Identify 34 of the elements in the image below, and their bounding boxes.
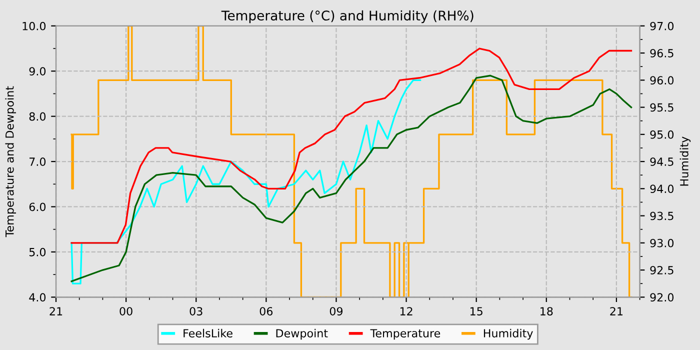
x-tick-label: 03 [190,307,202,316]
legend-label: Temperature [370,329,440,340]
x-tick-label: 15 [470,307,482,316]
x-tick-label: 21 [50,307,62,316]
x-tick-label: 12 [400,307,412,316]
x-tick-label: 18 [540,307,553,316]
y-tick-label: 9.0 [29,67,46,76]
y-tick-label: 8.0 [29,112,46,121]
legend-label: FeelsLike [184,328,232,338]
x-tick-label: 00 [120,307,132,316]
y-tick-label: 10.0 [22,22,46,30]
y2-tick-label: 94.0 [650,184,674,194]
x-tick-label: 21 [610,307,622,316]
y2-tick-label: 96.0 [650,76,674,85]
y-tick-label: 6.0 [29,202,46,212]
y2-tick-label: 96.5 [650,49,674,58]
y2-axis-title: Humidity [680,136,691,186]
y2-tick-label: 95.5 [650,103,674,112]
x-tick-label: 06 [260,307,273,316]
chart-title: Temperature (°C) and Humidity (RH%) [221,10,474,24]
y-tick-label: 7.0 [30,158,46,166]
y2-tick-label: 93.5 [650,212,674,220]
y2-tick-label: 92.0 [650,293,674,302]
legend-label: Humidity [484,328,533,340]
y2-tick-label: 92.5 [650,266,674,274]
y2-tick-label: 94.5 [650,158,674,166]
y2-tick-label: 97.0 [650,22,674,30]
y2-tick-label: 93.0 [650,238,674,248]
y-axis-title: Temperature and Dewpoint [5,86,16,238]
y-tick-label: 5.0 [29,248,46,256]
y-tick-label: 4.0 [29,293,46,302]
x-tick-label: 09 [330,307,343,316]
legend-label: Dewpoint [276,328,328,340]
y2-tick-label: 95.0 [650,130,674,139]
